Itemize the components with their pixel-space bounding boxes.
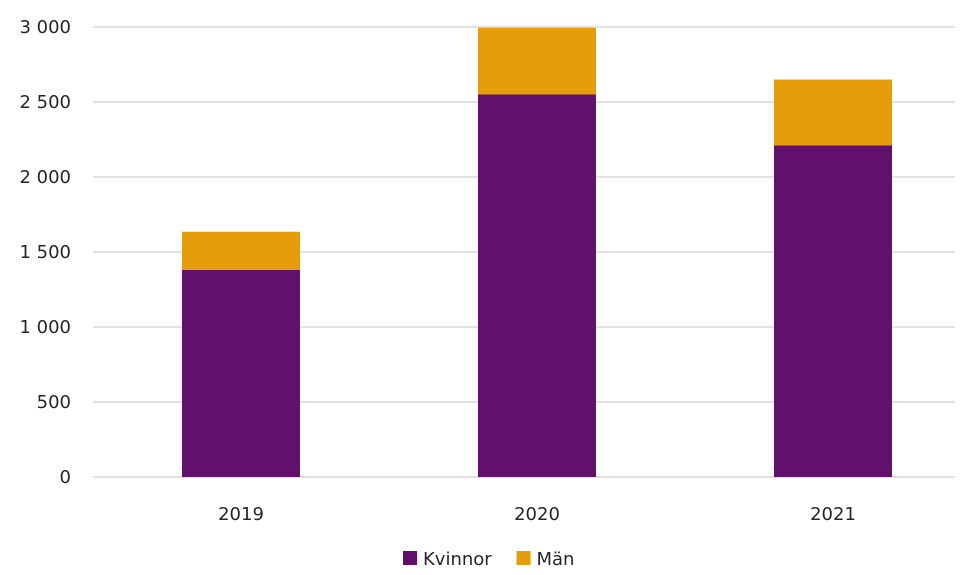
x-tick-label: 2019 bbox=[218, 504, 264, 525]
x-tick-label: 2020 bbox=[514, 504, 560, 525]
x-axis-tick-labels: 2019 2020 2021 bbox=[218, 504, 856, 525]
y-tick-label: 500 bbox=[37, 392, 71, 413]
bar-kvinnor-2019 bbox=[182, 270, 300, 477]
y-axis-tick-labels: 0 500 1 000 1 500 2 000 2 500 3 000 bbox=[19, 17, 71, 488]
bar-m-n-2019 bbox=[182, 231, 300, 270]
bar-kvinnor-2020 bbox=[478, 94, 596, 477]
y-tick-label: 1 000 bbox=[19, 317, 71, 338]
bar-m-n-2020 bbox=[478, 27, 596, 95]
y-tick-label: 3 000 bbox=[19, 17, 71, 38]
legend-label: Kvinnor bbox=[423, 549, 492, 570]
legend: Kvinnor Män bbox=[403, 549, 574, 570]
bars bbox=[182, 27, 892, 477]
legend-swatch-m-n bbox=[516, 551, 531, 565]
legend-label: Män bbox=[537, 549, 575, 570]
x-tick-label: 2021 bbox=[810, 504, 856, 525]
y-tick-label: 2 500 bbox=[19, 92, 71, 113]
y-tick-label: 1 500 bbox=[19, 242, 71, 263]
y-tick-label: 0 bbox=[60, 467, 71, 488]
y-tick-label: 2 000 bbox=[19, 167, 71, 188]
bar-kvinnor-2021 bbox=[774, 145, 892, 477]
bar-m-n-2021 bbox=[774, 79, 892, 146]
legend-swatch-kvinnor bbox=[403, 551, 417, 565]
